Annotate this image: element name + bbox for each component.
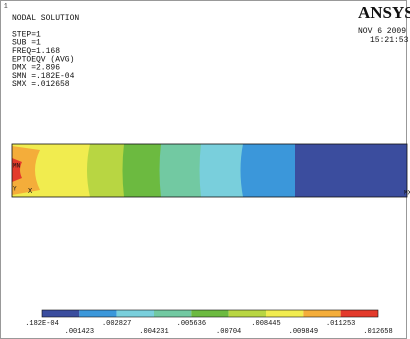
legend-label: .005636 — [177, 320, 206, 328]
contour-model — [11, 143, 408, 198]
legend-label: .012658 — [363, 328, 392, 336]
legend-label: .009849 — [289, 328, 318, 336]
band — [12, 158, 22, 182]
time: 15:21:53 — [370, 36, 409, 45]
x-axis-label: X — [28, 188, 33, 196]
legend-swatch — [228, 310, 266, 317]
legend-swatch — [191, 310, 229, 317]
y-axis-label: Y — [13, 186, 17, 193]
legend-label: .182E-04 — [25, 320, 59, 328]
info-line: SMN =.182E-04 — [12, 72, 75, 81]
legend-label: .004231 — [139, 328, 168, 336]
info-line: FREQ=1.168 — [12, 47, 60, 56]
legend-swatch — [340, 310, 378, 317]
model-outline — [11, 143, 408, 198]
legend-label: .002827 — [102, 320, 131, 328]
min-label: MN — [13, 163, 21, 170]
legend-swatch — [116, 310, 154, 317]
legend-label: .011253 — [326, 320, 355, 328]
legend-swatch — [303, 310, 341, 317]
legend-label: .008445 — [251, 320, 280, 328]
info-line: DMX =2.896 — [12, 64, 60, 73]
legend-swatch — [42, 310, 80, 317]
info-line: NODAL SOLUTION — [12, 14, 79, 23]
legend-swatch — [79, 310, 117, 317]
legend-label: .001423 — [65, 328, 94, 336]
legend: .182E-04 .001423 .002827 .004231 .005636 .007… — [25, 309, 393, 336]
band — [12, 146, 40, 195]
legend-swatch — [154, 310, 192, 317]
window-number: 1 — [4, 3, 8, 10]
date: NOV 6 2009 — [358, 27, 406, 36]
info-line: STEP=1 — [12, 30, 41, 39]
logo-an: ANSYS — [358, 3, 410, 22]
max-label: MX — [404, 190, 410, 197]
legend-label: .00704 — [216, 328, 241, 336]
info-line: EPTOEQV (AVG) — [12, 55, 74, 64]
legend-swatch — [266, 310, 304, 317]
info-line: SMX =.012658 — [12, 80, 70, 89]
legend-outline — [41, 309, 379, 318]
info-line: SUB =1 — [12, 39, 41, 48]
